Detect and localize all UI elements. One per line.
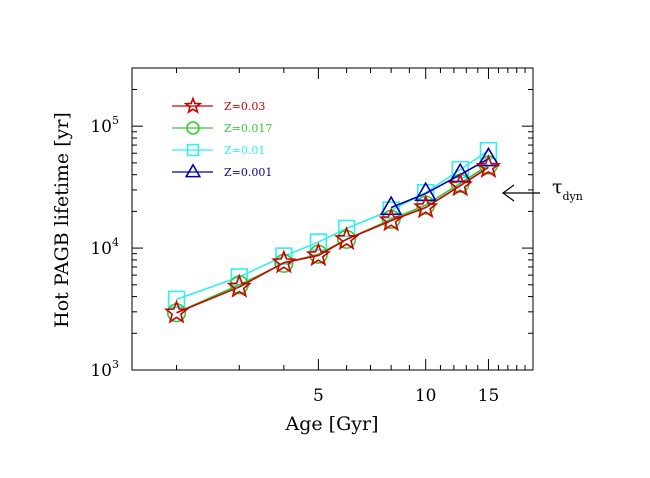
data-point-star xyxy=(333,226,360,251)
legend-marker-star xyxy=(183,96,203,114)
series-Z=0.001 xyxy=(379,146,500,216)
y-tick-label: 105 xyxy=(90,114,119,137)
annotation: τdyn xyxy=(501,176,583,203)
x-tick-label: 15 xyxy=(478,386,500,406)
data-point-circle xyxy=(274,253,294,273)
data-point-star xyxy=(305,242,332,267)
data-point-square xyxy=(167,290,186,309)
legend-marker-triangle xyxy=(184,163,202,178)
legend-label: Z=0.017 xyxy=(224,122,272,135)
legend-entry: Z=0.01 xyxy=(172,143,265,157)
data-point-star xyxy=(475,153,502,179)
series-line xyxy=(390,158,489,209)
series-line xyxy=(176,166,489,314)
legend-entry: Z=0.03 xyxy=(172,96,265,114)
legend: Z=0.03 Z=0.017 Z=0.01 Z=0.001 xyxy=(172,96,272,179)
x-tick-label: 10 xyxy=(415,386,437,406)
y-tick-base: 10 xyxy=(90,117,112,137)
legend-marker-circle xyxy=(186,121,200,135)
legend-label: Z=0.01 xyxy=(224,144,265,157)
y-tick-base: 10 xyxy=(90,239,112,259)
tau-subscript: dyn xyxy=(563,190,583,203)
data-point-square xyxy=(337,219,356,238)
y-axis-title: Hot PAGB lifetime [yr] xyxy=(51,112,73,328)
data-point-square xyxy=(309,233,328,251)
legend-label: Z=0.001 xyxy=(224,166,272,179)
series-Z=0.03 xyxy=(163,153,502,324)
data-point-triangle xyxy=(414,181,438,202)
data-point-star xyxy=(447,172,473,197)
plot-border xyxy=(131,67,534,371)
tau-symbol: τ xyxy=(552,176,563,198)
legend-entry: Z=0.001 xyxy=(172,163,272,179)
legend-marker-square xyxy=(186,143,200,157)
plot-frame xyxy=(131,67,534,371)
tau-dyn-arrow-head xyxy=(501,184,515,202)
y-tick-exponent: 3 xyxy=(112,358,119,371)
x-axis-title: Age [Gyr] xyxy=(285,413,379,435)
series-Z=0.01 xyxy=(167,141,498,309)
tau-dyn-label: τdyn xyxy=(552,176,583,203)
y-tick-label: 103 xyxy=(90,358,119,381)
data-point-star xyxy=(378,207,404,232)
y-tick-label: 104 xyxy=(90,236,119,259)
data-point-star xyxy=(271,249,297,274)
y-tick-base: 10 xyxy=(90,361,112,381)
series-line xyxy=(176,164,489,314)
data-point-triangle xyxy=(477,146,500,167)
y-tick-exponent: 5 xyxy=(112,114,119,127)
data-point-star xyxy=(226,273,252,298)
x-tick-label: 5 xyxy=(313,386,324,406)
y-tick-exponent: 4 xyxy=(112,236,119,249)
data-point-triangle xyxy=(448,162,472,183)
data-point-star xyxy=(163,299,190,324)
legend-entry: Z=0.017 xyxy=(172,121,272,135)
data-point-star xyxy=(413,194,439,219)
data-series xyxy=(163,141,502,324)
legend-label: Z=0.03 xyxy=(224,100,265,113)
data-point-triangle xyxy=(379,195,403,216)
